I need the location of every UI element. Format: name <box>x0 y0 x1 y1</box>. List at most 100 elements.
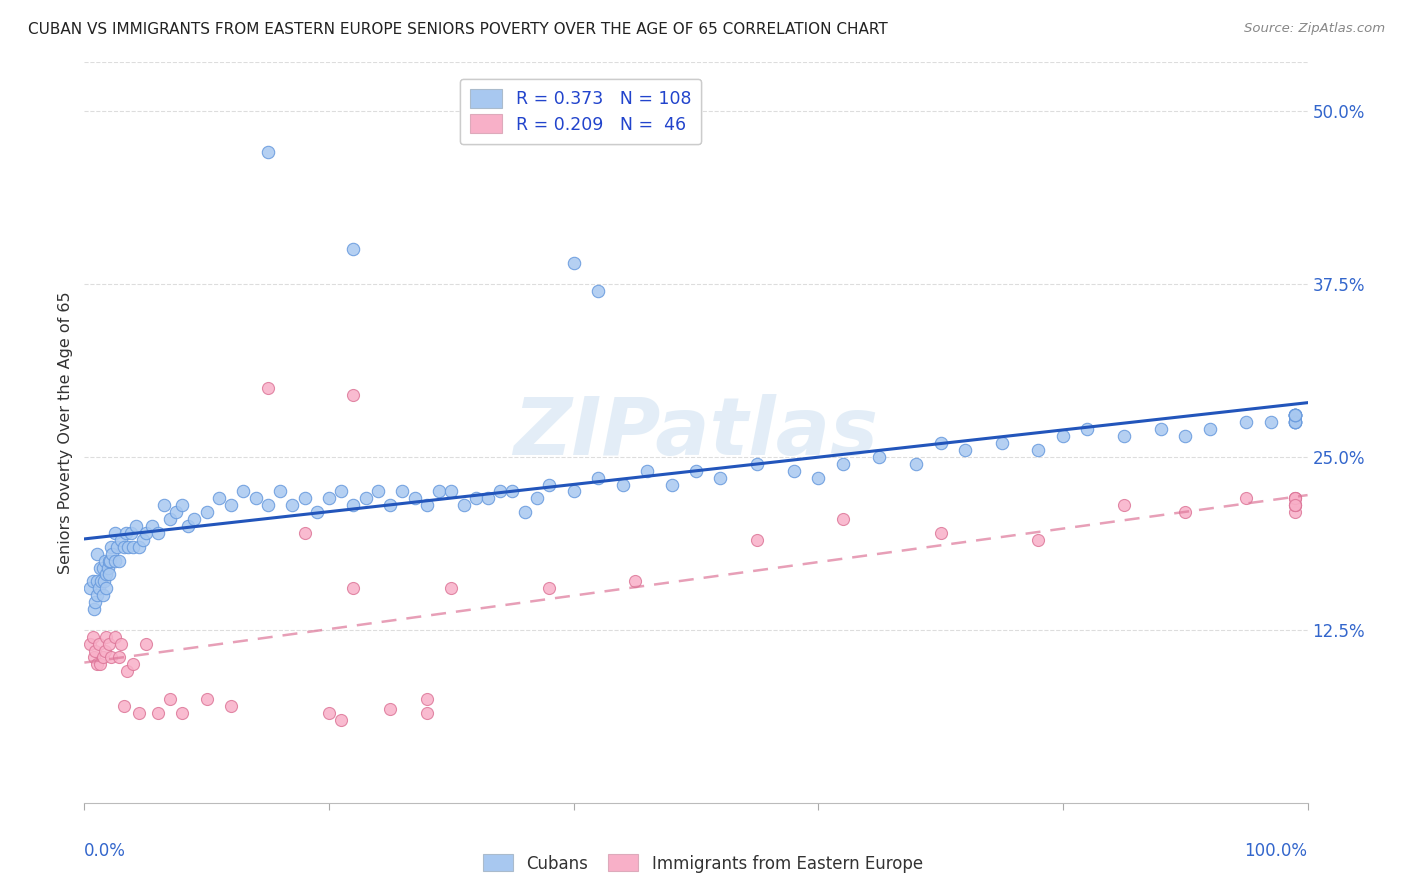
Text: 100.0%: 100.0% <box>1244 842 1308 860</box>
Point <box>1150 422 1173 436</box>
Text: ZIPatlas: ZIPatlas <box>513 393 879 472</box>
Point <box>453 498 475 512</box>
Point <box>953 442 976 457</box>
Point <box>112 698 135 713</box>
Point <box>89 657 111 672</box>
Point <box>100 540 122 554</box>
Point <box>115 665 138 679</box>
Point <box>831 512 853 526</box>
Point <box>685 464 707 478</box>
Point <box>1284 415 1306 429</box>
Point <box>416 706 439 720</box>
Point <box>624 574 647 589</box>
Point <box>281 498 304 512</box>
Y-axis label: Seniors Poverty Over the Age of 65: Seniors Poverty Over the Age of 65 <box>58 292 73 574</box>
Point <box>96 630 118 644</box>
Point <box>380 498 402 512</box>
Point <box>391 484 413 499</box>
Point <box>257 498 280 512</box>
Point <box>98 554 121 568</box>
Point <box>107 554 129 568</box>
Point <box>1284 409 1306 423</box>
Point <box>135 637 157 651</box>
Point <box>195 505 218 519</box>
Point <box>97 567 120 582</box>
Point <box>86 574 108 589</box>
Point <box>105 540 128 554</box>
Point <box>416 692 439 706</box>
Point <box>104 630 127 644</box>
Point <box>636 464 658 478</box>
Point <box>513 505 536 519</box>
Point <box>1076 422 1098 436</box>
Point <box>91 650 114 665</box>
Point <box>342 387 364 401</box>
Point <box>1284 491 1306 506</box>
Point <box>502 484 524 499</box>
Point <box>1284 505 1306 519</box>
Point <box>477 491 499 506</box>
Point <box>97 560 120 574</box>
Point <box>1284 415 1306 429</box>
Point <box>586 284 609 298</box>
Point <box>146 706 169 720</box>
Point <box>79 637 101 651</box>
Point <box>122 657 145 672</box>
Point <box>172 498 194 512</box>
Point <box>165 505 187 519</box>
Point <box>1236 415 1258 429</box>
Point <box>101 547 124 561</box>
Point <box>440 484 463 499</box>
Point <box>94 554 117 568</box>
Point <box>115 525 138 540</box>
Point <box>747 533 769 547</box>
Point <box>747 457 769 471</box>
Point <box>1284 491 1306 506</box>
Point <box>380 702 402 716</box>
Point <box>90 574 112 589</box>
Point <box>82 630 104 644</box>
Point <box>110 533 132 547</box>
Point <box>112 540 135 554</box>
Point <box>586 470 609 484</box>
Point <box>1284 491 1306 506</box>
Point <box>1284 498 1306 512</box>
Point <box>294 491 316 506</box>
Point <box>1284 409 1306 423</box>
Point <box>1284 415 1306 429</box>
Point <box>89 560 111 574</box>
Point <box>84 595 107 609</box>
Point <box>1284 409 1306 423</box>
Point <box>94 643 117 657</box>
Point <box>929 436 952 450</box>
Point <box>1236 491 1258 506</box>
Point <box>869 450 891 464</box>
Point <box>172 706 194 720</box>
Point <box>1284 409 1306 423</box>
Point <box>342 498 364 512</box>
Point <box>141 519 163 533</box>
Point <box>526 491 548 506</box>
Point <box>1198 422 1220 436</box>
Point <box>97 554 120 568</box>
Point <box>208 491 231 506</box>
Point <box>1260 415 1282 429</box>
Point <box>538 477 561 491</box>
Point <box>1028 442 1050 457</box>
Point <box>232 484 254 499</box>
Point <box>416 498 439 512</box>
Legend: R = 0.373   N = 108, R = 0.209   N =  46: R = 0.373 N = 108, R = 0.209 N = 46 <box>460 78 702 144</box>
Point <box>125 519 148 533</box>
Point <box>294 525 316 540</box>
Point <box>1052 429 1074 443</box>
Point <box>661 477 683 491</box>
Point <box>807 470 830 484</box>
Point <box>1028 533 1050 547</box>
Point <box>100 650 122 665</box>
Point <box>1114 498 1136 512</box>
Point <box>219 698 242 713</box>
Point <box>177 519 200 533</box>
Point <box>86 547 108 561</box>
Point <box>153 498 176 512</box>
Point <box>1284 498 1306 512</box>
